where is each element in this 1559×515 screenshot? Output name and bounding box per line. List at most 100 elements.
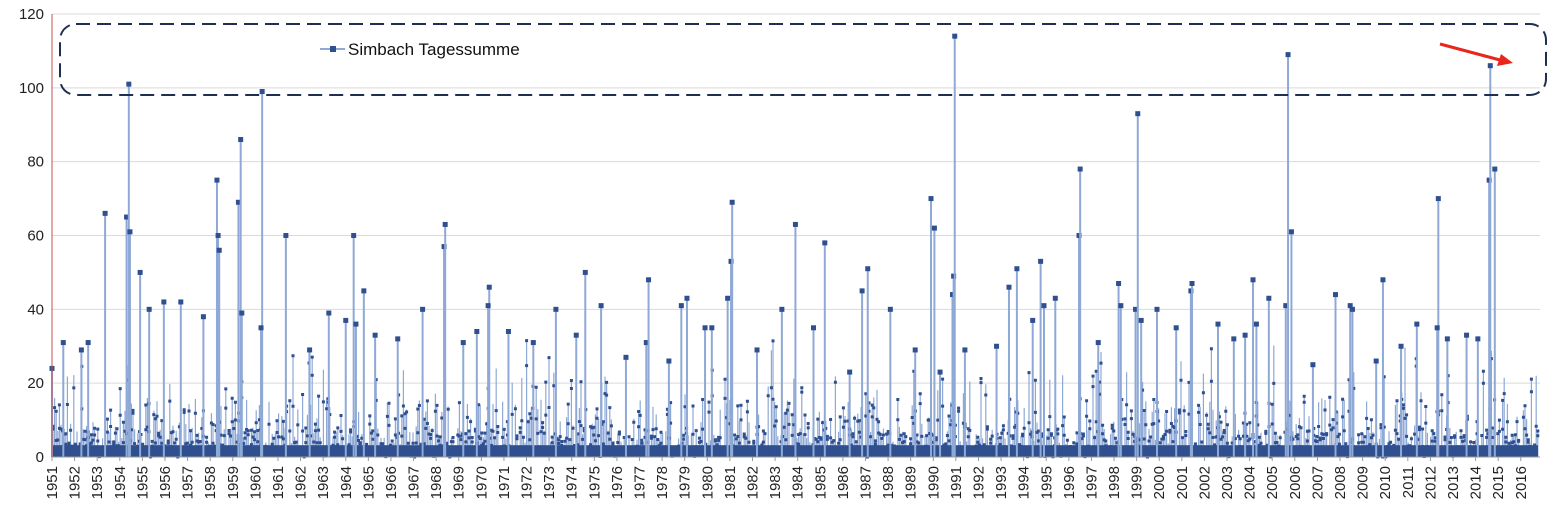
series-peak-marker-81: [1116, 280, 1122, 286]
red-arrow-shaft: [1439, 42, 1501, 62]
series-peak-marker-26: [353, 321, 359, 327]
y-tick-label-120: 120: [19, 6, 44, 23]
x-tick-label-1969: 1969: [451, 466, 468, 499]
series-peak-marker-25: [351, 233, 357, 238]
series-peak-marker-37: [505, 328, 511, 334]
x-tick-label-1985: 1985: [812, 466, 829, 499]
series-peak-marker-86: [1154, 306, 1160, 312]
x-tick-label-1954: 1954: [112, 466, 129, 499]
y-tick-labels: 0 20 40 60 80 100 120: [19, 6, 44, 466]
x-tick-label-1972: 1972: [519, 466, 536, 499]
x-tick-label-2007: 2007: [1309, 466, 1326, 499]
series-peak-marker-34: [474, 328, 480, 334]
x-tick-label-1987: 1987: [857, 466, 874, 499]
series-peak-marker-74: [1030, 317, 1036, 323]
series-peak-marker-100: [1332, 292, 1338, 298]
y-tick-label-100: 100: [19, 80, 44, 97]
series-peak-marker-4: [102, 210, 108, 216]
series-peak-marker-18: [239, 310, 245, 316]
legend-label: Simbach Tagessumme: [348, 40, 520, 59]
x-tick-label-1962: 1962: [293, 466, 310, 499]
series-peak-marker-90: [1215, 321, 1221, 327]
series-peak-marker-99: [1310, 362, 1316, 368]
series-peak-marker-79: [1077, 166, 1083, 172]
x-tick-label-2016: 2016: [1513, 466, 1530, 499]
series-peak-marker-15: [216, 247, 222, 253]
series-peak-marker-16: [235, 199, 241, 205]
series-peak-marker-19: [259, 89, 265, 95]
series-peak-marker-9: [146, 306, 152, 312]
x-tick-label-1952: 1952: [67, 466, 84, 499]
x-tick-labels: 1951 1952 1953 1954 1955 1956 1957 1958 1959 1960…: [44, 466, 1530, 499]
series-peak-marker-83: [1133, 306, 1139, 312]
series-peak-marker-73: [1014, 266, 1020, 272]
series-peak-marker-35: [486, 284, 492, 290]
series-peak-marker-68: [951, 273, 957, 279]
series-peak-marker-70: [962, 347, 968, 353]
x-tick-label-1997: 1997: [1083, 466, 1100, 499]
x-tick-label-1998: 1998: [1106, 466, 1123, 499]
series-peak-marker-84: [1135, 111, 1141, 117]
legend: Simbach Tagessumme: [320, 40, 520, 59]
x-tick-label-2003: 2003: [1219, 466, 1236, 499]
series-peak-marker-80: [1095, 340, 1101, 346]
series-peak-marker-105: [1398, 343, 1404, 349]
y-tick-label-40: 40: [27, 301, 44, 318]
series-peak-marker-36: [485, 303, 491, 309]
x-tick-label-1977: 1977: [632, 466, 649, 499]
series-peak-marker-12: [200, 314, 206, 320]
series-peak-marker-85: [1138, 317, 1144, 323]
x-tick-label-2008: 2008: [1332, 466, 1349, 499]
series-peak-marker-97: [1285, 52, 1291, 58]
x-tick-label-1984: 1984: [790, 466, 807, 499]
series-peak-marker-82: [1118, 303, 1124, 309]
x-tick-label-2001: 2001: [1174, 466, 1191, 499]
x-tick-label-1980: 1980: [699, 466, 716, 499]
series-peak-marker-113: [1487, 63, 1493, 69]
series-peak-marker-111: [1475, 336, 1481, 342]
x-tick-label-1964: 1964: [338, 466, 355, 499]
series-peak-marker-58: [822, 240, 828, 246]
series-peak-marker-39: [553, 306, 559, 312]
x-tick-label-1975: 1975: [586, 466, 603, 499]
series-peak-marker-40: [573, 332, 579, 338]
x-tick-label-2002: 2002: [1196, 466, 1213, 499]
x-tick-label-2006: 2006: [1287, 466, 1304, 499]
series-peak-marker-11: [178, 299, 184, 305]
series-peak-marker-54: [754, 347, 760, 353]
x-tick-label-2010: 2010: [1377, 466, 1394, 499]
x-tick-label-1989: 1989: [903, 466, 920, 499]
series-peak-marker-91: [1231, 336, 1237, 342]
x-tick-label-1988: 1988: [880, 466, 897, 499]
series-peak-marker-56: [792, 221, 798, 227]
series-peak-marker-1: [60, 340, 66, 346]
x-tick-label-1951: 1951: [44, 466, 61, 499]
series-peak-marker-24: [343, 317, 349, 323]
x-tick-label-1967: 1967: [406, 466, 423, 499]
x-tick-label-1999: 1999: [1129, 466, 1146, 499]
y-tick-label-80: 80: [27, 154, 44, 171]
series-peak-marker-14: [215, 233, 221, 238]
series-peak-marker-52: [728, 258, 734, 264]
series-peak-marker-64: [928, 196, 934, 202]
series-peak-marker-45: [646, 277, 652, 283]
series-peak-marker-3: [85, 340, 91, 346]
x-tick-label-2014: 2014: [1468, 466, 1485, 499]
series-peak-marker-5: [124, 214, 130, 220]
series-peak-marker-23: [326, 310, 332, 316]
x-tick-label-1995: 1995: [1038, 466, 1055, 499]
x-tick-label-1981: 1981: [722, 466, 739, 499]
x-tick-label-1957: 1957: [180, 466, 197, 499]
series-peak-marker-17: [238, 137, 244, 143]
series-peak-marker-76: [1041, 303, 1047, 309]
series-peak-marker-57: [811, 325, 817, 331]
series-peak-marker-112: [1486, 177, 1492, 183]
series-peak-marker-13: [214, 177, 220, 183]
series-peak-marker-93: [1250, 277, 1256, 283]
legend-marker-swatch: [330, 46, 336, 52]
series-peak-marker-89: [1189, 280, 1195, 286]
x-tick-label-1965: 1965: [360, 466, 377, 499]
x-tick-label-2005: 2005: [1264, 466, 1281, 499]
series-peak-marker-55: [779, 306, 785, 312]
x-tick-label-1966: 1966: [383, 466, 400, 499]
